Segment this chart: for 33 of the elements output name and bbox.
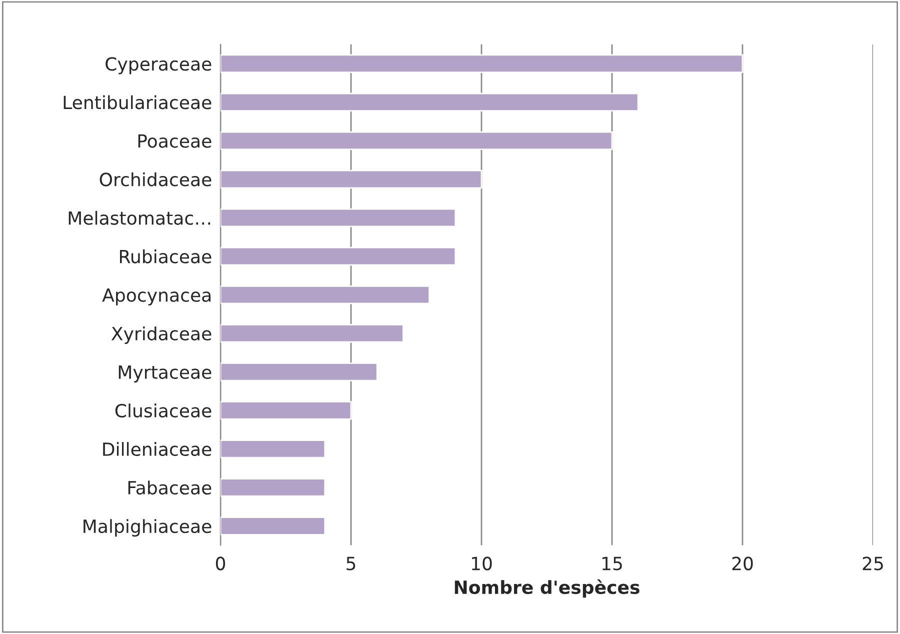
x-axis-title: Nombre d'espèces xyxy=(454,579,640,598)
y-tick-label: Melastomatac… xyxy=(68,210,210,225)
x-tick-label: 10 xyxy=(472,556,492,570)
y-tick-label: Myrtaceae xyxy=(118,366,212,382)
y-tick-label: Fabaceae xyxy=(128,480,212,495)
bar xyxy=(220,362,378,382)
x-tick-label: 25 xyxy=(862,556,883,570)
y-tick-label: Lentibulariaceae xyxy=(64,95,212,110)
y-tick-label: Dilleniaceae xyxy=(103,442,212,456)
bar xyxy=(220,208,456,228)
x-tick-label: 5 xyxy=(346,556,356,570)
y-tick-label: Rubiaceae xyxy=(120,249,212,264)
x-tick-label: 15 xyxy=(602,556,622,570)
bar xyxy=(220,92,639,112)
bar xyxy=(220,54,744,74)
y-tick-label: Clusiaceae xyxy=(115,404,212,418)
bar xyxy=(220,246,456,266)
bar xyxy=(220,440,326,458)
x-tick-label: 0 xyxy=(216,556,226,570)
y-tick-label: Orchidaceae xyxy=(100,172,212,186)
bar xyxy=(220,285,430,304)
y-tick-label: Poaceae xyxy=(138,134,212,148)
bar xyxy=(220,401,352,420)
bar xyxy=(220,324,404,343)
y-tick-label: Xyridaceae xyxy=(111,326,212,344)
bar xyxy=(220,170,482,189)
y-tick-label: Cyperaceae xyxy=(106,57,212,74)
bar xyxy=(220,478,326,497)
y-tick-label: Apocynacea xyxy=(102,288,211,306)
x-tick-label: 20 xyxy=(732,556,753,570)
y-tick-label: Malpighiaceae xyxy=(84,519,212,537)
bar xyxy=(220,131,613,150)
bar xyxy=(220,516,326,536)
